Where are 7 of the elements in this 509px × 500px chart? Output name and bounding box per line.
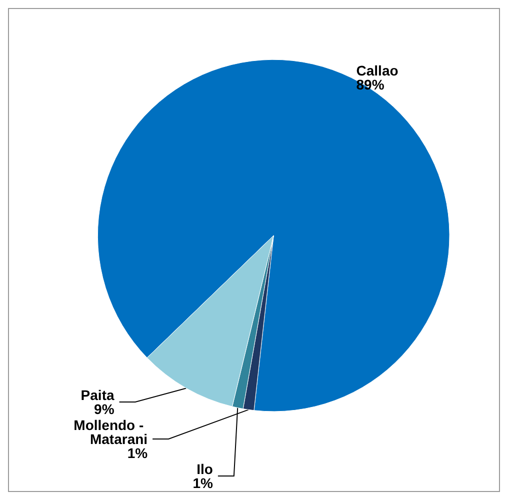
slice-label: Paita <box>80 387 114 403</box>
slice-label: Callao <box>356 62 398 79</box>
slice-label: Mollendo - Matarani <box>74 417 148 447</box>
slice-label: Ilo <box>196 461 213 477</box>
data-label: 1% <box>127 445 148 461</box>
data-label: 9% <box>94 401 115 417</box>
data-label: 1% <box>192 475 214 491</box>
